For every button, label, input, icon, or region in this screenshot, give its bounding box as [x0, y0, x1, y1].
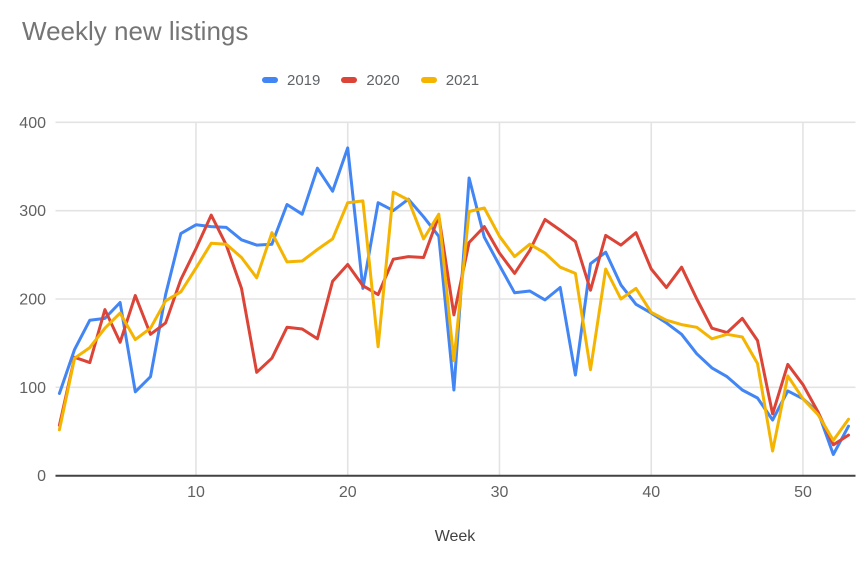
legend-swatch	[262, 77, 278, 83]
chart-legend: 2019 2020 2021	[262, 70, 479, 90]
y-tick-label: 400	[19, 115, 46, 132]
legend-label: 2020	[366, 71, 400, 89]
legend-label: 2021	[445, 71, 480, 89]
legend-item-2020[interactable]: 2020	[341, 71, 400, 89]
series-line-2019[interactable]	[57, 146, 850, 456]
chart-title: Weekly new listings	[22, 16, 249, 46]
legend-swatch	[341, 77, 358, 83]
y-tick-label: 300	[19, 203, 46, 220]
x-tick-label: 50	[794, 484, 812, 501]
legend-swatch	[420, 77, 437, 83]
series-line-2020[interactable]	[57, 213, 850, 447]
y-tick-label: 100	[19, 380, 46, 397]
legend-label: 2019	[287, 71, 321, 89]
legend-item-2021[interactable]: 2021	[420, 71, 480, 89]
y-tick-label: 200	[19, 292, 46, 309]
x-tick-label: 30	[491, 484, 509, 501]
series-line-2021[interactable]	[57, 190, 850, 453]
x-tick-label: 20	[339, 484, 357, 501]
y-tick-label: 0	[37, 468, 46, 485]
x-tick-label: 10	[187, 484, 205, 501]
x-tick-label: 40	[642, 484, 660, 501]
legend-item-2019[interactable]: 2019	[262, 72, 320, 89]
x-axis-title: Week	[434, 528, 476, 545]
